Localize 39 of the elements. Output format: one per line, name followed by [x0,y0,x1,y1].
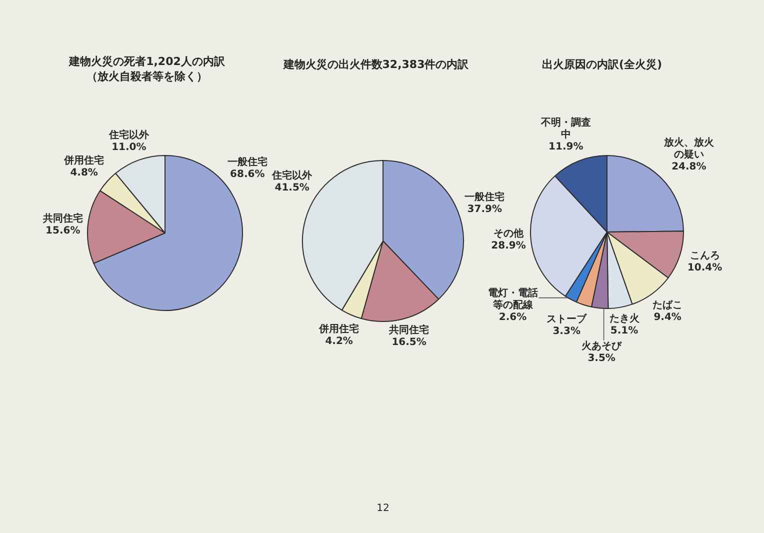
data-label: 9.4% [654,312,682,324]
data-label: 4.2% [325,336,353,347]
data-label: 24.8% [672,161,706,172]
chart-title: 建物火災の死者1,202人の内訳 [69,55,225,69]
data-label: 3.5% [588,352,616,364]
data-label: 15.6% [46,225,80,236]
slice-label: その他 [494,228,525,240]
slice-label: 共同住宅 [388,324,430,336]
data-label: 5.1% [610,326,638,337]
slice-label: 火あそび [582,340,623,352]
data-label: 11.9% [548,141,584,152]
slice-label: 住宅以外 [108,128,150,141]
slice-label: 一般住宅 [227,156,268,168]
slice-label: 住宅以外 [271,169,314,182]
data-label: 3.3% [552,326,580,337]
chart-title: 出火原因の内訳(全火災) [542,58,662,72]
data-label: 37.9% [467,204,502,216]
slice-label: 共同住宅 [42,212,83,224]
chart-subtitle: （放火自殺者等を除く） [86,70,208,84]
data-label: 41.5% [274,182,310,194]
slice-label: たき火 [609,312,640,325]
data-label: 4.8% [70,167,98,178]
slice-label: ストーブ [546,313,588,325]
slice-label: 放火、放火の疑い [662,136,715,160]
slice-label: 併用住宅 [63,154,104,166]
chart-title: 建物火災の出火件数32,383件の内訳 [283,58,469,72]
slice-label: 一般住宅 [464,191,505,204]
slice-label: 不明・調査中 [540,116,591,140]
data-label: 11.0% [112,142,146,153]
text: 12 [376,503,390,515]
slice-label: 電灯・電話等の配線 [488,286,538,311]
slice-label: たばこ [652,299,683,312]
data-label: 68.6% [230,168,265,180]
slice-label: こんろ [690,250,720,262]
slice-label: 併用住宅 [318,322,360,335]
data-label: 10.4% [687,262,722,274]
data-label: 28.9% [491,240,526,252]
data-label: 2.6% [498,312,527,323]
data-label: 16.5% [392,337,426,348]
